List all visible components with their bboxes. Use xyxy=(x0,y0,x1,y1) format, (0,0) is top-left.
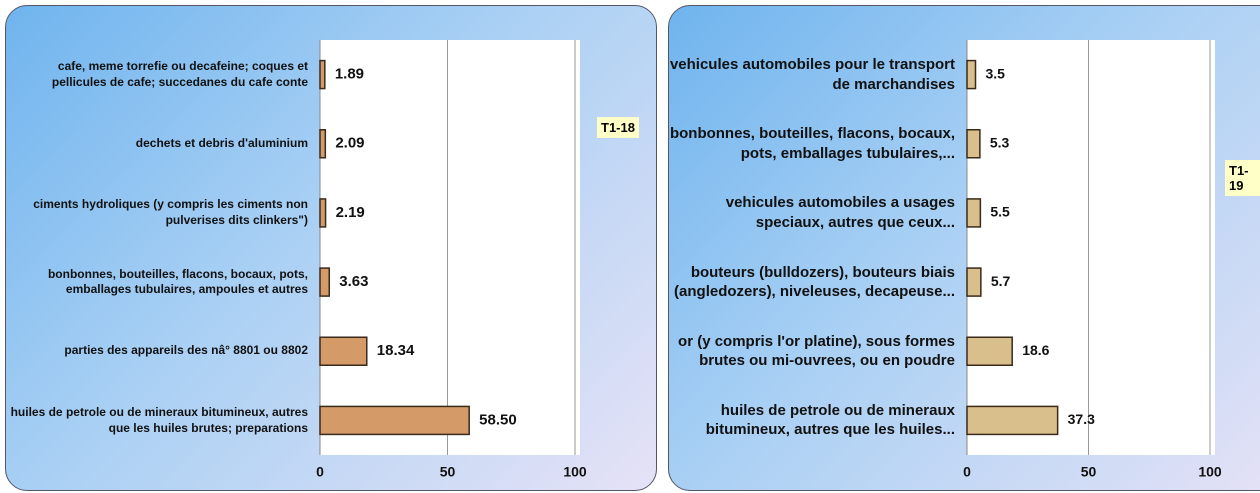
category-label: dechets et debris d'aluminium xyxy=(135,135,308,150)
annotation: T1-18 xyxy=(597,117,639,138)
bar xyxy=(319,59,326,90)
category-label: bonbonnes, bouteilles, flacons, bocaux, … xyxy=(47,266,308,297)
bar xyxy=(319,336,368,366)
x-tick-label: 50 xyxy=(440,464,456,480)
category-label: huiles de petrole ou de mineraux bitumin… xyxy=(705,401,955,439)
value-label: 5.3 xyxy=(990,134,1010,150)
bar xyxy=(966,129,981,159)
x-tick-label: 100 xyxy=(563,464,587,480)
bar xyxy=(319,129,327,159)
value-label: 1.89 xyxy=(335,66,364,83)
value-label: 2.19 xyxy=(336,204,365,221)
bar xyxy=(966,405,1059,436)
category-label: huiles de petrole ou de mineraux bitumin… xyxy=(10,404,308,435)
annotation: T1-19 xyxy=(1225,160,1260,196)
value-label: 18.6 xyxy=(1022,342,1049,358)
value-label: 18.34 xyxy=(377,342,415,359)
value-label: 37.3 xyxy=(1068,411,1095,427)
value-label: 3.5 xyxy=(986,65,1006,81)
x-tick-label: 100 xyxy=(1198,464,1222,480)
bar xyxy=(966,267,982,297)
bar xyxy=(319,267,331,297)
category-label: bonbonnes, bouteilles, flacons, bocaux, … xyxy=(669,125,955,162)
bar xyxy=(966,59,977,90)
bar xyxy=(319,405,470,436)
plot-area xyxy=(967,40,1215,455)
category-label: parties des appareils des nâ° 8801 ou 88… xyxy=(64,343,308,358)
category-label: bouteurs (bulldozers), bouteurs biais (a… xyxy=(674,263,955,301)
x-tick-label: 0 xyxy=(316,464,324,480)
value-label: 5.5 xyxy=(990,204,1010,220)
value-label: 5.7 xyxy=(991,273,1011,289)
bar xyxy=(319,198,327,228)
category-label: or (y compris l'or platine), sous formes… xyxy=(678,332,955,370)
x-tick-label: 0 xyxy=(963,464,971,480)
value-label: 58.50 xyxy=(479,411,517,428)
plot-area xyxy=(320,40,580,455)
value-label: 3.63 xyxy=(339,273,368,290)
bar xyxy=(966,336,1013,366)
value-label: 2.09 xyxy=(335,135,364,152)
category-label: ciments hydroliques (y compris les cimen… xyxy=(33,197,308,227)
bar xyxy=(966,198,982,228)
category-label: cafe, meme torrefie ou decafeine; coques… xyxy=(51,59,308,89)
category-label: vehicules automobiles pour le transport … xyxy=(669,56,955,93)
category-label: vehicules automobiles a usages speciaux,… xyxy=(725,194,955,231)
x-tick-label: 50 xyxy=(1081,464,1097,480)
